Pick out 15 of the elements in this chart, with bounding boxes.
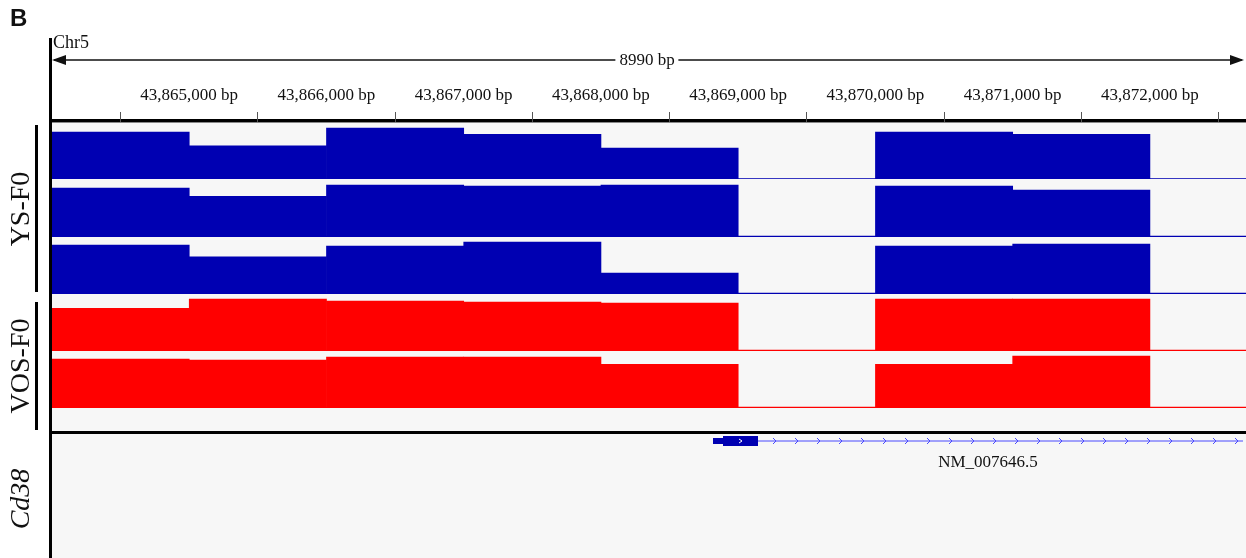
text: B [10,4,28,32]
y-axis-title: YS-F0 [4,171,36,246]
x-tick-label: 43,865,000 bp [140,85,239,105]
x-tick-label: 43,866,000 bp [277,85,376,105]
x-tick-label: 43,869,000 bp [689,85,788,105]
text: 8990 bp [615,50,679,70]
text: Chr5 [53,32,89,53]
text: NM_007646.5 [938,452,1038,472]
x-tick-label: 43,870,000 bp [826,85,925,105]
text: Cd38 [4,468,36,530]
x-tick-label: 43,872,000 bp [1101,85,1199,105]
x-tick-label: 43,871,000 bp [963,85,1062,105]
y-axis-title: VOS-F0 [4,318,36,414]
x-tick-label: 43,868,000 bp [552,85,650,105]
x-tick-label: 43,867,000 bp [414,85,513,105]
